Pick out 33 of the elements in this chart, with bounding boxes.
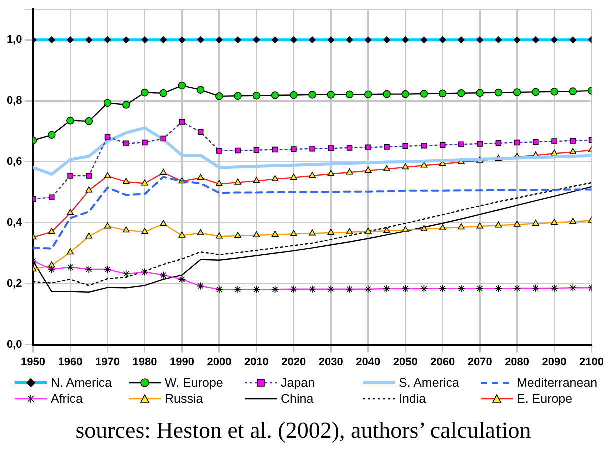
x-tick-label: 2020 bbox=[282, 356, 306, 368]
x-tick-label: 2040 bbox=[356, 356, 381, 368]
x-tick-label: 1970 bbox=[96, 356, 120, 368]
y-tick-label: 0,4 bbox=[6, 216, 24, 229]
x-tick-label: 1980 bbox=[132, 356, 158, 368]
legend-label: W. Europe bbox=[165, 376, 224, 390]
x-tick-label: 2010 bbox=[244, 356, 269, 368]
x-tick-label: 1950 bbox=[21, 356, 46, 368]
legend-label: N. America bbox=[51, 376, 112, 390]
legend-label: Japan bbox=[281, 376, 316, 390]
legend-label: Mediterranean bbox=[517, 376, 598, 390]
y-tick-label: 0,6 bbox=[6, 156, 22, 168]
legend-label: India bbox=[399, 392, 426, 406]
x-tick-label: 1990 bbox=[170, 356, 194, 368]
legend-label: S. America bbox=[399, 376, 460, 390]
x-tick-label: 2070 bbox=[468, 356, 492, 368]
y-tick-label: 0,8 bbox=[6, 95, 22, 108]
x-tick-label: 2050 bbox=[393, 356, 418, 368]
source-note: sources: Heston et al. (2002), authors’ calculation bbox=[74, 418, 532, 444]
legend-label: Africa bbox=[51, 392, 83, 406]
x-tick-label: 2060 bbox=[430, 356, 456, 368]
y-tick-label: 0,0 bbox=[6, 338, 22, 351]
x-tick-label: 2000 bbox=[207, 356, 232, 368]
legend-label: Russia bbox=[165, 392, 204, 406]
x-tick-label: 2080 bbox=[505, 356, 530, 368]
legend-label: E. Europe bbox=[517, 392, 573, 406]
x-tick-label: 1960 bbox=[58, 356, 83, 368]
x-tick-label: 2030 bbox=[318, 356, 344, 368]
x-tick-label: 2090 bbox=[542, 356, 567, 368]
legend-label: China bbox=[281, 392, 314, 406]
y-tick-label: 1,0 bbox=[6, 34, 22, 46]
x-tick-label: 2100 bbox=[580, 356, 604, 368]
y-tick-label: 0,2 bbox=[6, 278, 22, 290]
